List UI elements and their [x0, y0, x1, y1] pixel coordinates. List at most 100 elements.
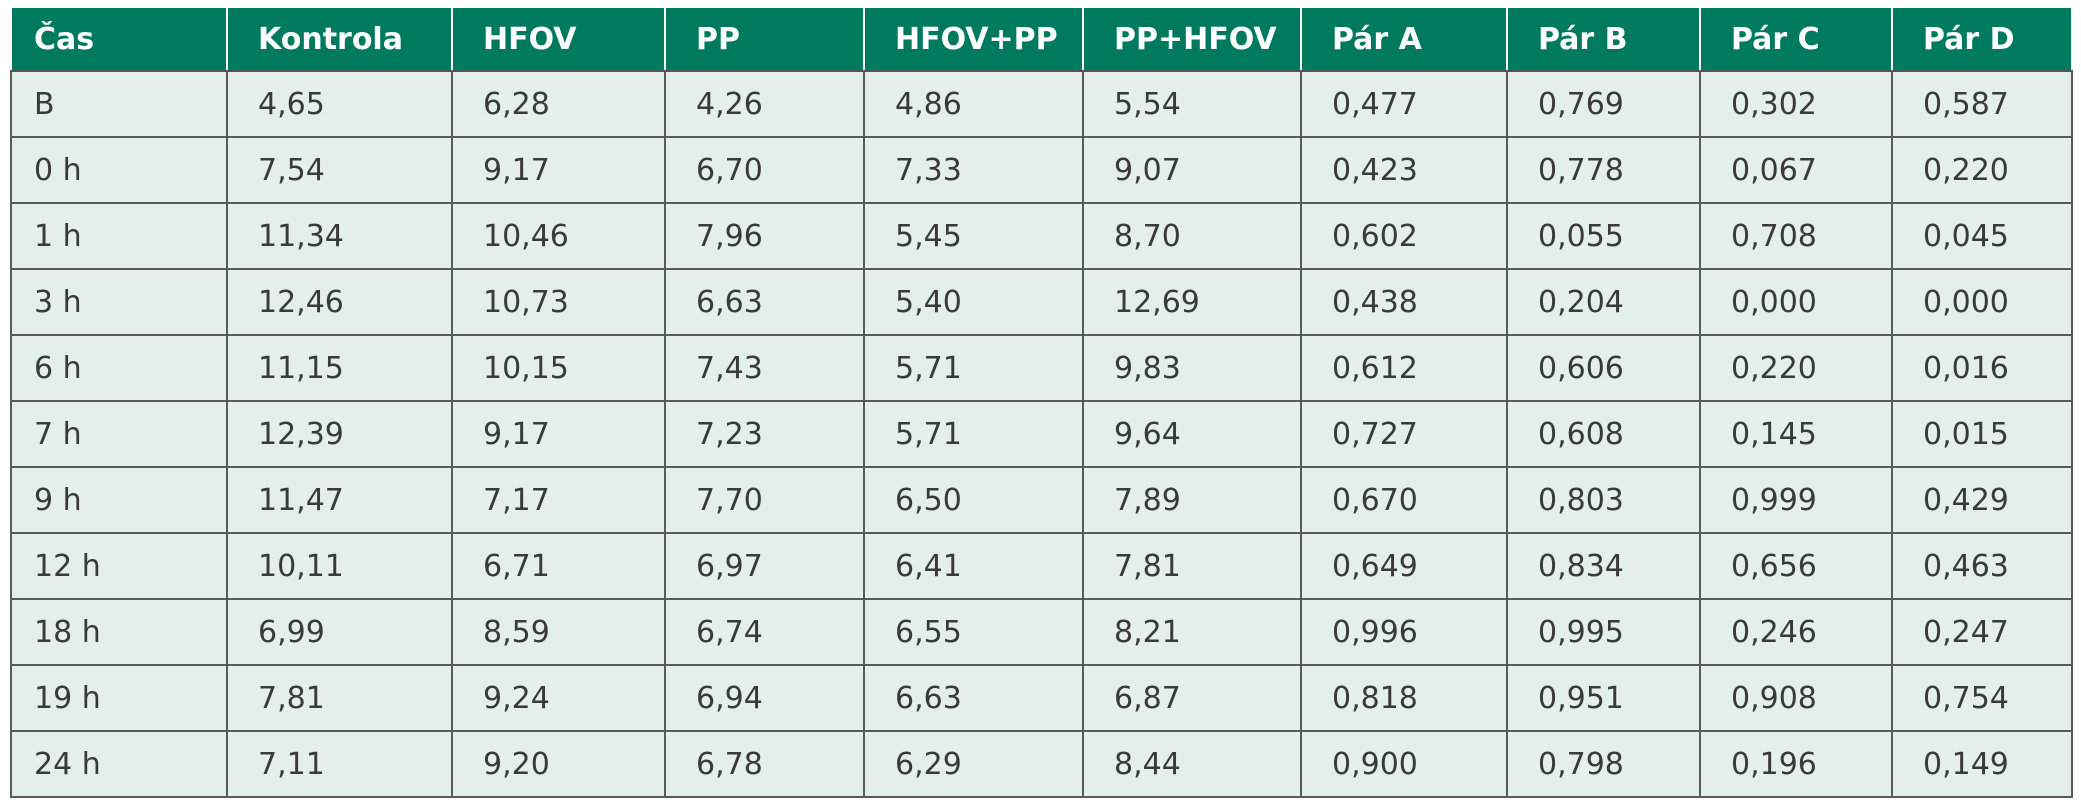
value-cell: 4,65: [226, 70, 453, 138]
time-cell: 19 h: [10, 664, 228, 732]
value-cell: 0,649: [1300, 532, 1508, 600]
value-cell: 0,423: [1300, 136, 1508, 204]
value-cell: 6,50: [863, 466, 1084, 534]
value-cell: 11,47: [226, 466, 453, 534]
time-cell: B: [10, 70, 228, 138]
value-cell: 0,754: [1891, 664, 2073, 732]
value-cell: 6,70: [664, 136, 865, 204]
value-cell: 0,055: [1506, 202, 1701, 270]
value-cell: 0,670: [1300, 466, 1508, 534]
value-cell: 7,96: [664, 202, 865, 270]
value-cell: 0,015: [1891, 400, 2073, 468]
value-cell: 8,59: [451, 598, 666, 666]
table-row: 18 h 6,99 8,59 6,74 6,55 8,21 0,996 0,995 0,246 0…: [10, 598, 2073, 666]
value-cell: 5,71: [863, 334, 1084, 402]
value-cell: 7,54: [226, 136, 453, 204]
header-cell: Čas: [10, 6, 228, 72]
time-cell: 12 h: [10, 532, 228, 600]
value-cell: 8,21: [1082, 598, 1302, 666]
value-cell: 6,28: [451, 70, 666, 138]
header-cell: Kontrola: [226, 6, 453, 72]
table-row: 3 h 12,46 10,73 6,63 5,40 12,69 0,438 0,204 0,00…: [10, 268, 2073, 336]
value-cell: 0,602: [1300, 202, 1508, 270]
value-cell: 11,34: [226, 202, 453, 270]
table-row: 24 h 7,11 9,20 6,78 6,29 8,44 0,900 0,798 0,196 0…: [10, 730, 2073, 798]
value-cell: 0,803: [1506, 466, 1701, 534]
value-cell: 10,11: [226, 532, 453, 600]
value-cell: 7,17: [451, 466, 666, 534]
value-cell: 0,246: [1699, 598, 1893, 666]
value-cell: 10,46: [451, 202, 666, 270]
time-cell: 0 h: [10, 136, 228, 204]
table-row: 7 h 12,39 9,17 7,23 5,71 9,64 0,727 0,608 0,145 0…: [10, 400, 2073, 468]
value-cell: 0,778: [1506, 136, 1701, 204]
data-table: Čas Kontrola HFOV PP HFOV+PP PP+HFOV Pár A Pár …: [10, 6, 2073, 798]
value-cell: 6,41: [863, 532, 1084, 600]
value-cell: 0,727: [1300, 400, 1508, 468]
header-cell: Pár D: [1891, 6, 2073, 72]
time-cell: 3 h: [10, 268, 228, 336]
value-cell: 0,769: [1506, 70, 1701, 138]
header-cell: Pár A: [1300, 6, 1508, 72]
value-cell: 10,15: [451, 334, 666, 402]
table-row: 1 h 11,34 10,46 7,96 5,45 8,70 0,602 0,055 0,708…: [10, 202, 2073, 270]
table-body: B 4,65 6,28 4,26 4,86 5,54 0,477 0,769 0,302 0,58…: [10, 70, 2073, 798]
value-cell: 0,612: [1300, 334, 1508, 402]
value-cell: 7,81: [226, 664, 453, 732]
time-cell: 24 h: [10, 730, 228, 798]
value-cell: 0,045: [1891, 202, 2073, 270]
table-row: 0 h 7,54 9,17 6,70 7,33 9,07 0,423 0,778 0,067 0,…: [10, 136, 2073, 204]
value-cell: 12,69: [1082, 268, 1302, 336]
value-cell: 6,87: [1082, 664, 1302, 732]
value-cell: 6,78: [664, 730, 865, 798]
value-cell: 8,70: [1082, 202, 1302, 270]
value-cell: 0,145: [1699, 400, 1893, 468]
value-cell: 5,71: [863, 400, 1084, 468]
value-cell: 0,587: [1891, 70, 2073, 138]
value-cell: 0,834: [1506, 532, 1701, 600]
header-cell: Pár B: [1506, 6, 1701, 72]
header-row: Čas Kontrola HFOV PP HFOV+PP PP+HFOV Pár A Pár …: [10, 6, 2073, 72]
value-cell: 0,196: [1699, 730, 1893, 798]
value-cell: 7,81: [1082, 532, 1302, 600]
table-row: 12 h 10,11 6,71 6,97 6,41 7,81 0,649 0,834 0,656…: [10, 532, 2073, 600]
value-cell: 0,606: [1506, 334, 1701, 402]
value-cell: 6,29: [863, 730, 1084, 798]
table-row: 6 h 11,15 10,15 7,43 5,71 9,83 0,612 0,606 0,220…: [10, 334, 2073, 402]
value-cell: 0,995: [1506, 598, 1701, 666]
value-cell: 9,83: [1082, 334, 1302, 402]
value-cell: 0,429: [1891, 466, 2073, 534]
value-cell: 0,463: [1891, 532, 2073, 600]
value-cell: 0,204: [1506, 268, 1701, 336]
value-cell: 0,798: [1506, 730, 1701, 798]
value-cell: 0,818: [1300, 664, 1508, 732]
value-cell: 9,17: [451, 400, 666, 468]
value-cell: 5,40: [863, 268, 1084, 336]
value-cell: 0,708: [1699, 202, 1893, 270]
value-cell: 0,000: [1699, 268, 1893, 336]
value-cell: 6,55: [863, 598, 1084, 666]
value-cell: 4,86: [863, 70, 1084, 138]
value-cell: 6,63: [664, 268, 865, 336]
header-cell: PP: [664, 6, 865, 72]
table-row: 19 h 7,81 9,24 6,94 6,63 6,87 0,818 0,951 0,908 0…: [10, 664, 2073, 732]
table-container: Čas Kontrola HFOV PP HFOV+PP PP+HFOV Pár A Pár …: [10, 6, 2073, 798]
value-cell: 0,149: [1891, 730, 2073, 798]
value-cell: 7,89: [1082, 466, 1302, 534]
value-cell: 6,94: [664, 664, 865, 732]
table-row: B 4,65 6,28 4,26 4,86 5,54 0,477 0,769 0,302 0,58…: [10, 70, 2073, 138]
time-cell: 9 h: [10, 466, 228, 534]
value-cell: 6,74: [664, 598, 865, 666]
value-cell: 5,54: [1082, 70, 1302, 138]
value-cell: 4,26: [664, 70, 865, 138]
value-cell: 7,43: [664, 334, 865, 402]
header-cell: PP+HFOV: [1082, 6, 1302, 72]
value-cell: 0,996: [1300, 598, 1508, 666]
value-cell: 0,900: [1300, 730, 1508, 798]
value-cell: 0,247: [1891, 598, 2073, 666]
value-cell: 9,07: [1082, 136, 1302, 204]
value-cell: 0,302: [1699, 70, 1893, 138]
table-row: 9 h 11,47 7,17 7,70 6,50 7,89 0,670 0,803 0,999 0…: [10, 466, 2073, 534]
value-cell: 7,11: [226, 730, 453, 798]
time-cell: 7 h: [10, 400, 228, 468]
